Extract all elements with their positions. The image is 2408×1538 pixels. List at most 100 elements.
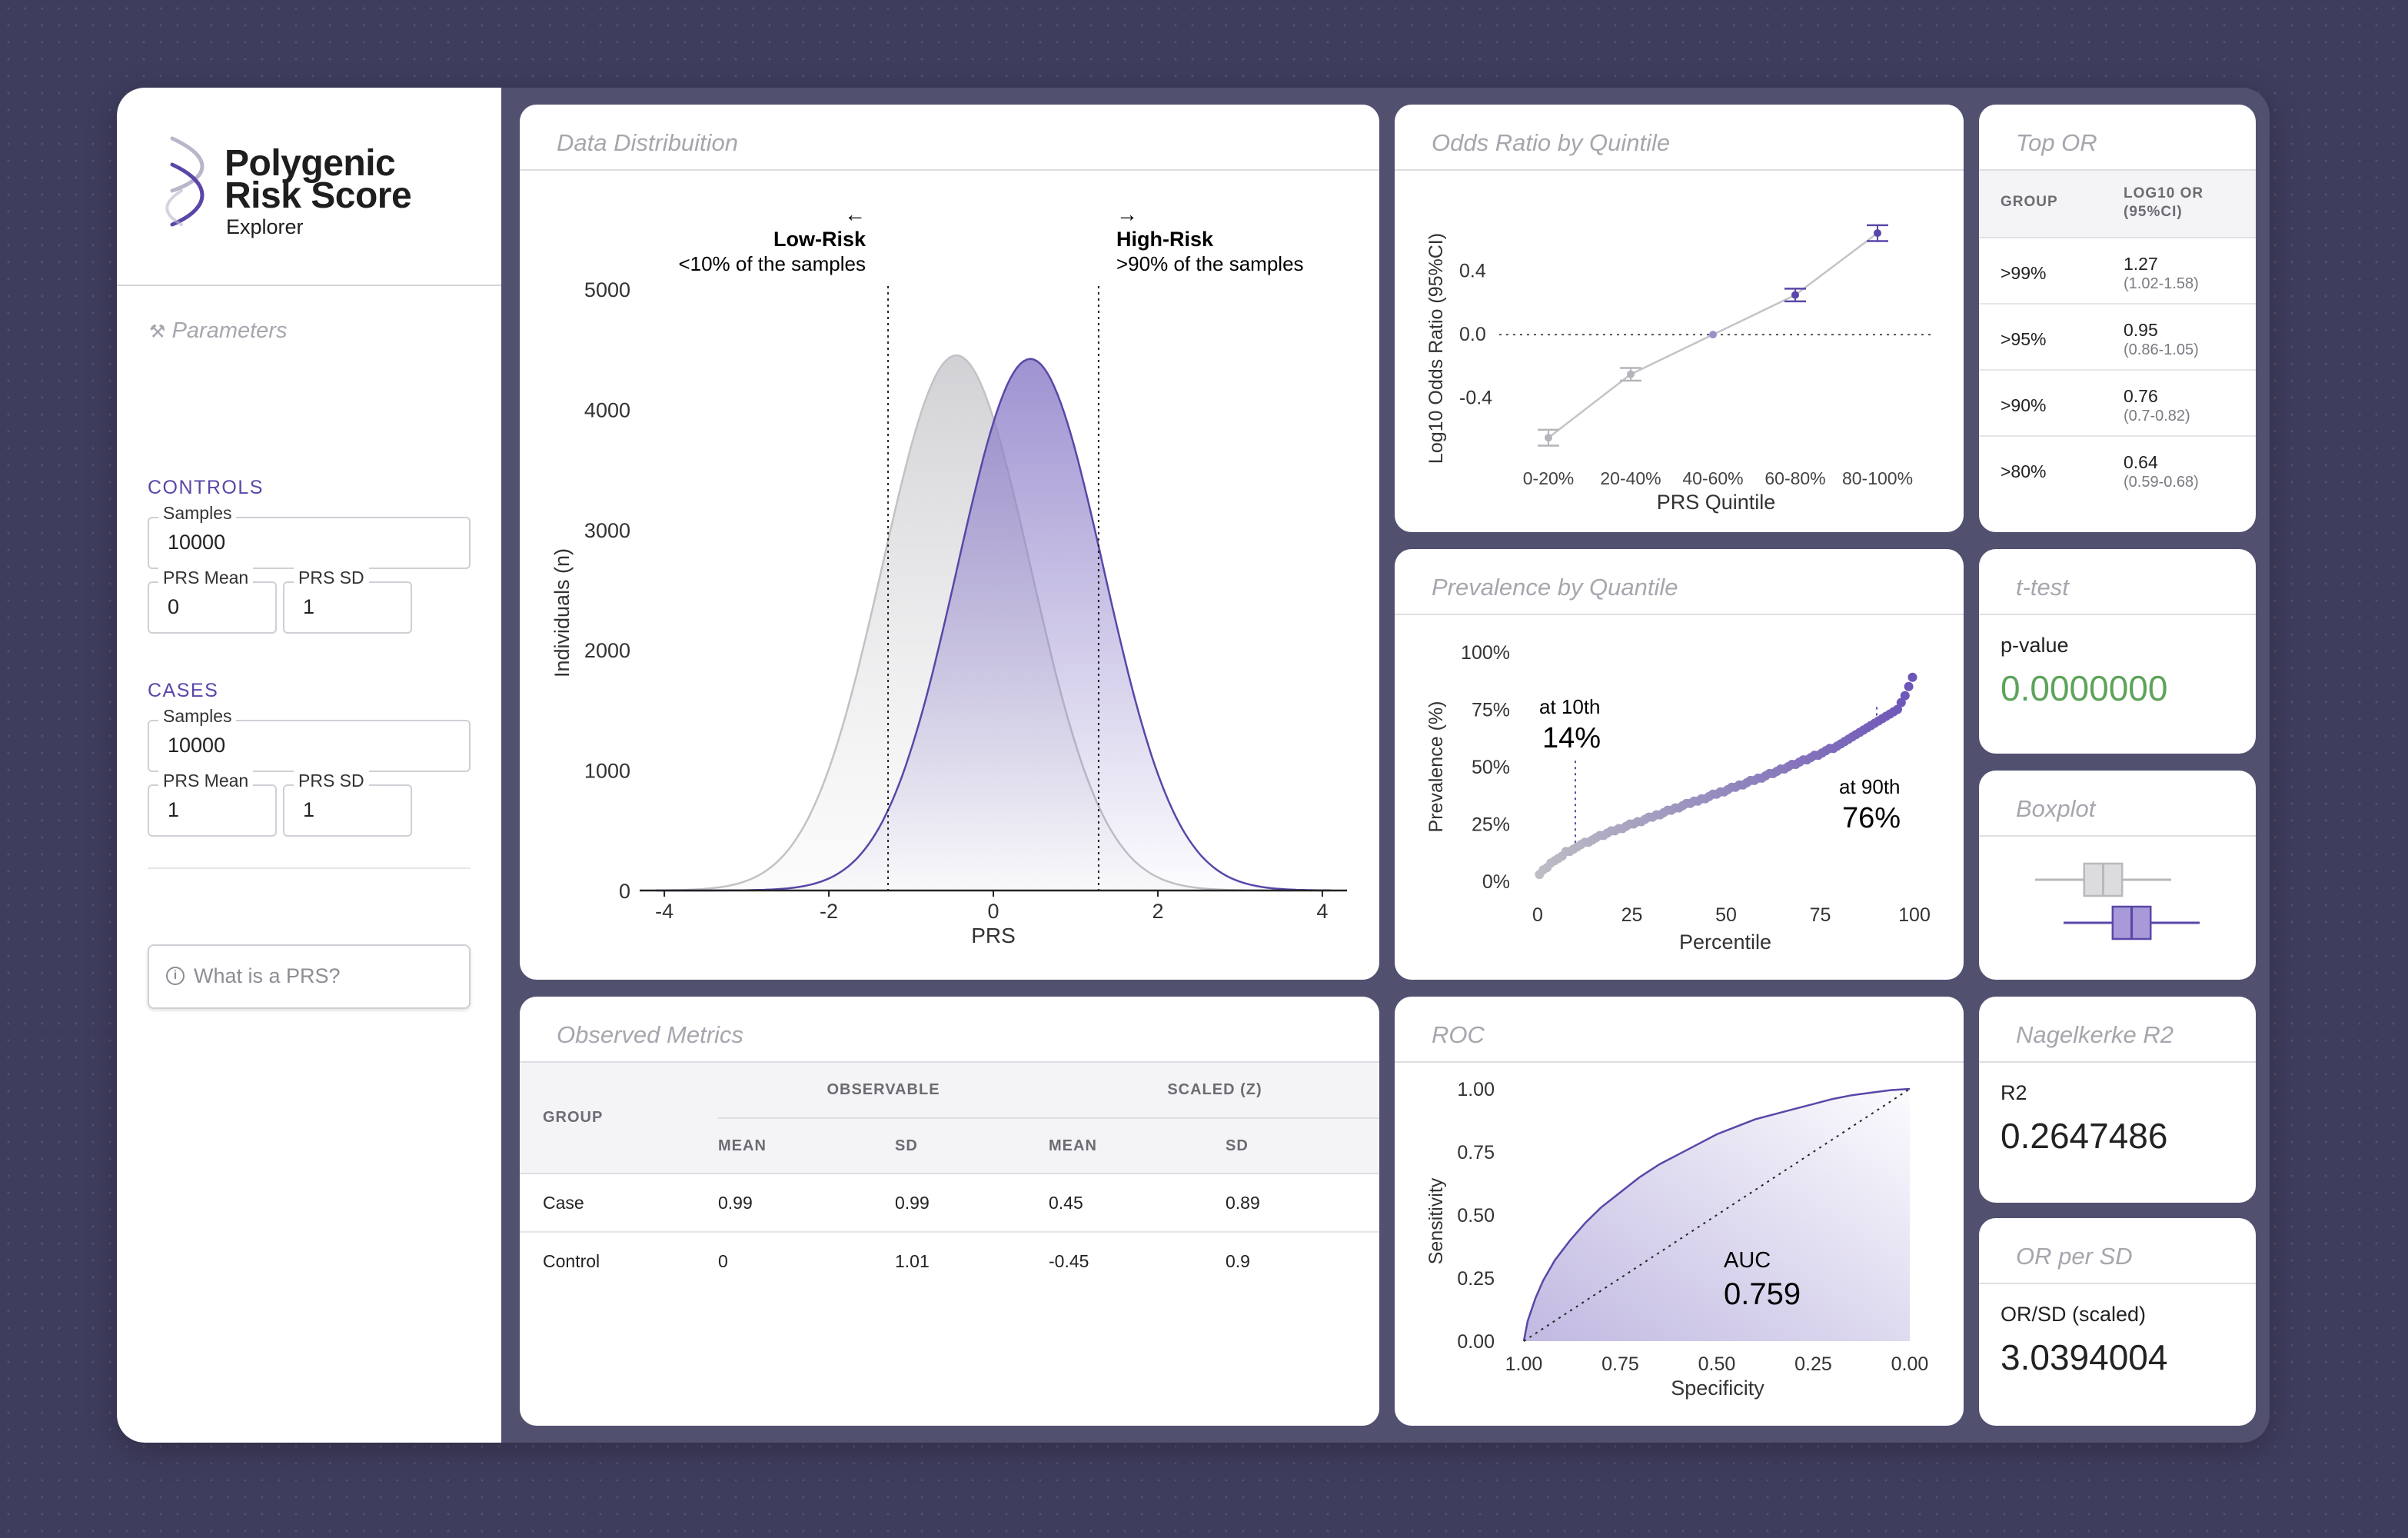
prevalence-ann90-label: at 90th (1839, 775, 1901, 798)
table-row: >99% 1.27 (1.02-1.58) (1979, 238, 2256, 305)
y-tick-label: 1000 (584, 760, 630, 783)
controls-samples-field[interactable]: Samples 10000 (148, 503, 471, 569)
tools-icon: ⚒ (149, 321, 166, 342)
x-tick-label: 2 (1152, 900, 1163, 923)
y-axis-label: Sensitivity (1425, 1177, 1447, 1264)
table-row: >90% 0.76 (0.7-0.82) (1979, 371, 2256, 437)
parameters-heading: ⚒ Parameters (149, 318, 287, 344)
odds-point (1874, 229, 1881, 238)
app-title-line2: Risk Score (225, 175, 412, 216)
metrics-col-obs-mean: MEAN (718, 1118, 895, 1174)
x-tick-label: 50 (1715, 904, 1737, 926)
ttest-label: p-value (2001, 634, 2069, 657)
x-axis-label: Percentile (1679, 930, 1771, 954)
r2-title: Nagelkerke R2 (1979, 997, 2256, 1063)
top-or-table: GROUP LOG10 OR (95%CI) >99% 1.27 (1.02-1… (1979, 171, 2256, 503)
metrics-col-observable: OBSERVABLE (718, 1063, 1049, 1119)
controls-samples-value: 10000 (168, 531, 226, 554)
dna-logo-icon (165, 136, 205, 227)
app-subtitle: Explorer (226, 215, 304, 238)
top-or-value: 0.95 (2124, 320, 2158, 340)
prevalence-point (1896, 697, 1906, 707)
table-row: Case 0.99 0.99 0.45 0.89 (520, 1173, 1379, 1232)
low-risk-arrow: ← (844, 202, 866, 226)
x-tick-label: 60-80% (1764, 468, 1825, 488)
metrics-obs-mean: 0 (718, 1251, 728, 1271)
high-risk-arrow: → (1116, 202, 1138, 226)
y-tick-label: 0.50 (1457, 1205, 1495, 1227)
top-or-group: >99% (2001, 263, 2047, 283)
metrics-z-sd: 0.89 (1226, 1192, 1260, 1213)
prevalence-chart: 0% 25% 50% 75% 100% 0 25 50 75 100 Percentile Preva… (1425, 642, 1931, 954)
metrics-col-z-sd: SD (1226, 1118, 1379, 1174)
roc-card: ROC 0.00 0.25 0.50 0.75 1.00 1.00 0.75 0.50 0.25… (1395, 997, 1964, 1426)
x-tick-label: 0.50 (1698, 1353, 1736, 1375)
cases-sd-field[interactable]: PRS SD 1 (283, 771, 412, 837)
sidebar-divider (117, 285, 501, 286)
y-tick-label: 3000 (584, 519, 630, 542)
cases-mean-field[interactable]: PRS Mean 1 (148, 771, 277, 837)
metrics-col-obs-sd: SD (895, 1118, 1049, 1174)
metrics-z-mean: 0.45 (1049, 1192, 1083, 1213)
sidebar-divider-2 (148, 867, 471, 869)
high-risk-title: High-Risk (1116, 228, 1214, 251)
odds-ratio-title: Odds Ratio by Quintile (1395, 105, 1964, 171)
y-tick-label: 5000 (584, 278, 630, 301)
controls-mean-value: 0 (168, 595, 180, 618)
x-axis-label: Specificity (1671, 1377, 1764, 1400)
low-risk-desc: <10% of the samples (678, 252, 866, 275)
x-axis-label: PRS (971, 924, 1016, 947)
prevalence-ann90-value: 76% (1842, 802, 1901, 834)
odds-point (1627, 370, 1635, 378)
y-tick-label: 50% (1472, 757, 1510, 778)
prevalence-ann10-label: at 10th (1539, 695, 1601, 718)
r2-card: Nagelkerke R2 R2 0.2647486 (1979, 997, 2256, 1203)
observed-metrics-table: GROUP OBSERVABLE SCALED (Z) MEAN SD MEAN… (520, 1063, 1379, 1290)
boxplot-title: Boxplot (1979, 771, 2256, 837)
controls-sd-field[interactable]: PRS SD 1 (283, 568, 412, 634)
app-title-line1: Polygenic (225, 143, 396, 184)
distribution-card: Data Distribuition -4 -2 0 2 4 0 1000 2000 3000 4… (520, 105, 1379, 980)
app-logo: Polygenic Risk Score Explorer (155, 134, 478, 249)
table-row: >80% 0.64 (0.59-0.68) (1979, 437, 2256, 503)
y-tick-label: 25% (1472, 814, 1510, 836)
x-tick-label: 0-20% (1523, 468, 1574, 488)
parameters-label: Parameters (171, 318, 288, 343)
x-tick-label: 25 (1621, 904, 1643, 926)
cases-mean-label: PRS Mean (158, 771, 254, 791)
prevalence-point (1904, 681, 1914, 691)
metrics-obs-sd: 1.01 (895, 1251, 930, 1271)
boxplot-card: Boxplot (1979, 771, 2256, 980)
odds-ratio-card: Odds Ratio by Quintile 0-20% 20-40% 40-60%… (1395, 105, 1964, 532)
y-tick-label: 0.75 (1457, 1142, 1495, 1163)
y-tick-label: -0.4 (1459, 388, 1492, 409)
roc-curve (1522, 1087, 1911, 1342)
observed-metrics-card: Observed Metrics GROUP OBSERVABLE SCALED… (520, 997, 1379, 1426)
prevalence-title: Prevalence by Quantile (1395, 549, 1964, 615)
roc-chart: 0.00 0.25 0.50 0.75 1.00 1.00 0.75 0.50 0.25 0.00… (1425, 1079, 1928, 1400)
top-or-value: 1.27 (2124, 254, 2158, 274)
what-is-prs-button[interactable]: i What is a PRS? (148, 944, 471, 1009)
observed-metrics-title: Observed Metrics (520, 997, 1379, 1063)
odds-point (1709, 331, 1717, 339)
y-tick-label: 0% (1482, 871, 1510, 893)
y-axis-label: Individuals (n) (550, 548, 574, 677)
r2-value: 0.2647486 (2001, 1116, 2168, 1156)
boxplot-chart (2034, 862, 2200, 940)
top-or-group: >95% (2001, 329, 2047, 349)
x-tick-label: 40-60% (1682, 468, 1743, 488)
controls-sd-value: 1 (303, 595, 315, 618)
x-tick-label: 0 (1532, 904, 1543, 926)
y-tick-label: 0.0 (1459, 324, 1486, 345)
r2-label: R2 (2001, 1081, 2027, 1104)
top-or-card: Top OR GROUP LOG10 OR (95%CI) >99% 1.27 … (1979, 105, 2256, 532)
controls-mean-label: PRS Mean (158, 568, 254, 588)
x-axis-label: PRS Quintile (1657, 491, 1776, 514)
controls-mean-field[interactable]: PRS Mean 0 (148, 568, 277, 634)
cases-sd-value: 1 (303, 798, 315, 821)
cases-mean-value: 1 (168, 798, 180, 821)
auc-value: 0.759 (1724, 1277, 1801, 1311)
roc-diagonal (1523, 1088, 1911, 1342)
metrics-group: Case (543, 1192, 584, 1213)
cases-samples-field[interactable]: Samples 10000 (148, 706, 471, 772)
